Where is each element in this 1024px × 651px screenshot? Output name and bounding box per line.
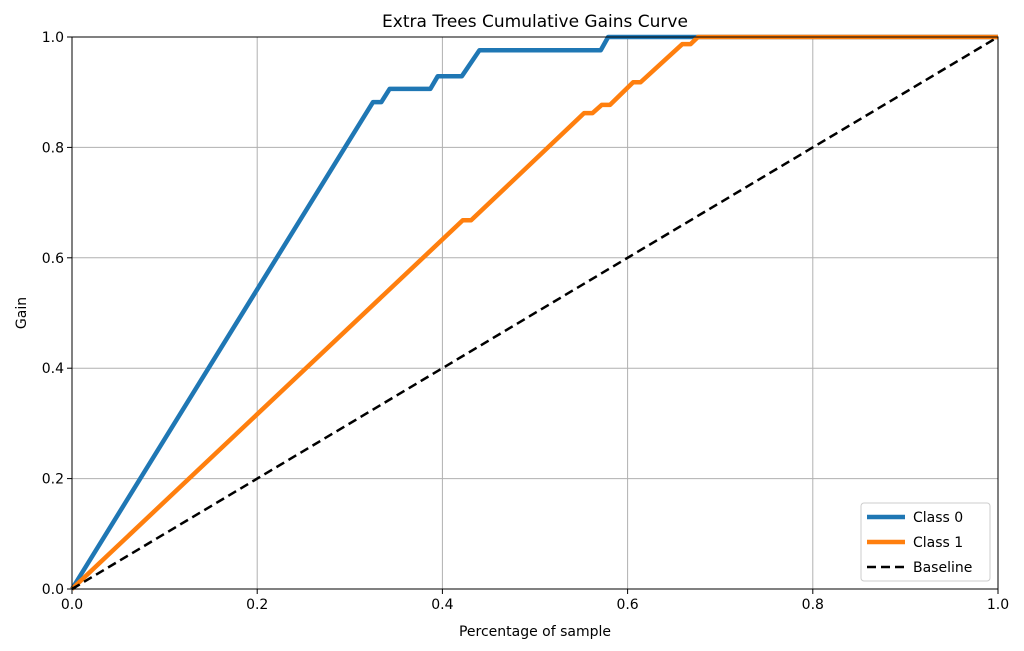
x-tick-label: 0.6 xyxy=(616,597,638,613)
y-tick-label: 1.0 xyxy=(42,30,64,46)
series-lines xyxy=(70,34,999,591)
x-tick-label: 0.0 xyxy=(61,597,83,613)
x-tick-label: 0.4 xyxy=(431,597,453,613)
y-tick-label: 0.2 xyxy=(42,472,64,488)
x-axis-label: Percentage of sample xyxy=(459,624,611,640)
chart-title: Extra Trees Cumulative Gains Curve xyxy=(382,12,688,32)
x-tick-label: 0.2 xyxy=(246,597,268,613)
series-line-class-1 xyxy=(70,34,998,591)
y-tick-label: 0.6 xyxy=(42,251,64,267)
y-tick-label: 0.8 xyxy=(42,140,64,156)
x-tick-label: 1.0 xyxy=(987,597,1009,613)
plot-frame xyxy=(71,36,999,590)
x-tick-label: 0.8 xyxy=(802,597,824,613)
legend: Class 0 Class 1 Baseline xyxy=(860,502,991,582)
series-line-class-0 xyxy=(70,34,998,591)
y-tick-label: 0.0 xyxy=(42,582,64,598)
y-axis-label: Gain xyxy=(14,297,30,329)
legend-box xyxy=(860,502,991,582)
ticks: 0.0 0.2 0.4 0.6 0.8 1.0 0.0 0.2 0.4 0.6 0.8 1.0 xyxy=(42,30,1009,613)
series-line-baseline xyxy=(71,35,999,591)
y-tick-label: 0.4 xyxy=(42,361,64,377)
legend-label: Class 0 xyxy=(913,510,963,526)
legend-label: Baseline xyxy=(913,560,972,576)
legend-label: Class 1 xyxy=(913,535,963,551)
